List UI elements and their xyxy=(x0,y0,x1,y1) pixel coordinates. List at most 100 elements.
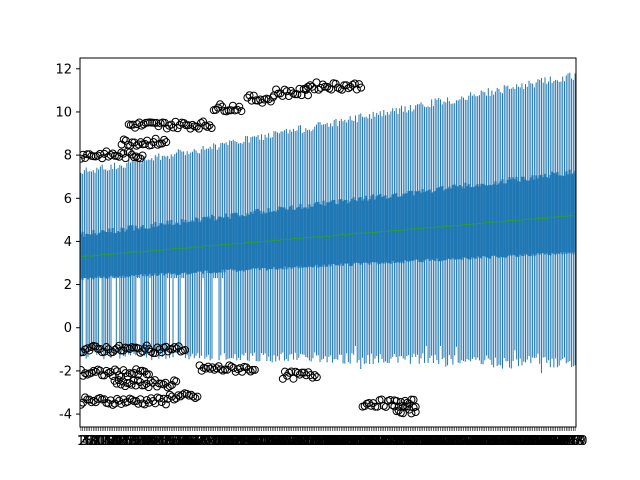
box xyxy=(95,235,98,278)
x-tick-label: 74 xyxy=(202,434,219,449)
x-tick-label: 100 xyxy=(244,434,269,449)
x-tick-label: 215 xyxy=(448,434,473,449)
x-tick-label: 251 xyxy=(511,434,536,449)
x-tick-label: 234 xyxy=(481,434,506,449)
outlier-point xyxy=(371,402,380,411)
x-tick-label: 156 xyxy=(343,434,368,449)
x-tick-label: 197 xyxy=(416,434,441,449)
outlier-point xyxy=(226,106,235,115)
box xyxy=(404,193,407,261)
outlier-point xyxy=(127,395,136,404)
box xyxy=(381,197,383,263)
box xyxy=(226,216,229,270)
outlier-point xyxy=(137,121,146,130)
x-tick-label: 114 xyxy=(269,434,294,449)
outlier-point xyxy=(146,376,155,385)
outlier-point xyxy=(163,383,172,392)
x-tick-label: 96 xyxy=(241,434,258,449)
x-tick-label: 189 xyxy=(402,434,427,449)
outlier-point xyxy=(352,85,361,94)
outlier-point xyxy=(205,121,214,130)
x-tick-label: 236 xyxy=(485,434,510,449)
box xyxy=(370,195,373,263)
box xyxy=(526,180,529,255)
outlier-point xyxy=(207,123,216,132)
x-tick-label: 101 xyxy=(246,434,271,449)
box xyxy=(405,193,408,262)
outlier-point xyxy=(216,100,225,109)
x-tick-label: 2 xyxy=(79,434,87,449)
x-tick-label: 28 xyxy=(120,434,137,449)
x-tick-label: 265 xyxy=(536,434,561,449)
outlier-point xyxy=(149,349,158,358)
outlier-point xyxy=(411,408,420,417)
outlier-point xyxy=(119,135,128,144)
x-tick-label: 200 xyxy=(421,434,446,449)
outlier-point xyxy=(181,345,190,354)
outlier-point xyxy=(264,95,273,104)
x-tick-label: 222 xyxy=(460,434,485,449)
box xyxy=(455,185,458,260)
outlier-point xyxy=(266,97,275,106)
x-tick-label: 109 xyxy=(260,434,285,449)
x-tick-label: 115 xyxy=(270,434,295,449)
box xyxy=(234,212,236,270)
box xyxy=(365,195,368,263)
x-tick-label: 58 xyxy=(174,434,191,449)
box xyxy=(156,226,159,276)
x-tick-label: 137 xyxy=(309,434,334,449)
outlier-point xyxy=(130,343,139,352)
outlier-point xyxy=(96,393,105,402)
box xyxy=(418,190,421,262)
outlier-point xyxy=(147,347,156,356)
box xyxy=(420,192,422,263)
x-tick-label: 93 xyxy=(236,434,253,449)
x-tick-label: 155 xyxy=(341,434,366,449)
outlier-point xyxy=(81,393,90,402)
box xyxy=(425,191,428,260)
outlier-point xyxy=(140,367,149,376)
box xyxy=(535,175,538,255)
outlier-point xyxy=(161,400,170,409)
outlier-point xyxy=(409,403,418,412)
box xyxy=(340,199,343,264)
box xyxy=(258,210,261,270)
box xyxy=(359,197,362,265)
x-tick-label: 146 xyxy=(325,434,350,449)
box xyxy=(108,228,111,278)
x-tick-label: 127 xyxy=(292,434,317,449)
outlier-point xyxy=(144,345,153,354)
box xyxy=(331,200,334,264)
box xyxy=(567,174,569,253)
x-tick-label: 15 xyxy=(97,434,114,449)
outlier-point xyxy=(159,394,168,403)
outlier-point xyxy=(114,376,123,385)
x-tick-label: 68 xyxy=(191,434,208,449)
box xyxy=(485,185,488,258)
box xyxy=(528,180,530,257)
box xyxy=(147,228,150,276)
x-tick-label: 190 xyxy=(403,434,428,449)
box xyxy=(335,203,337,266)
outlier-point xyxy=(308,82,317,91)
x-tick-label: 202 xyxy=(425,434,450,449)
box xyxy=(549,174,552,256)
box xyxy=(250,211,252,270)
box xyxy=(501,179,504,258)
x-tick-label: 14 xyxy=(96,434,113,449)
x-tick-label: 221 xyxy=(458,434,483,449)
x-tick-label: 12 xyxy=(92,434,109,449)
y-tick-label: 12 xyxy=(55,62,72,77)
box xyxy=(333,199,336,264)
outlier-point xyxy=(235,102,244,111)
x-tick-label: 56 xyxy=(170,434,187,449)
box xyxy=(235,212,238,272)
box xyxy=(83,236,86,278)
x-tick-label: 223 xyxy=(462,434,487,449)
x-tick-label: 213 xyxy=(444,434,469,449)
box xyxy=(398,196,401,264)
box xyxy=(522,176,525,256)
outlier-point xyxy=(291,367,300,376)
outlier-point xyxy=(142,396,151,405)
